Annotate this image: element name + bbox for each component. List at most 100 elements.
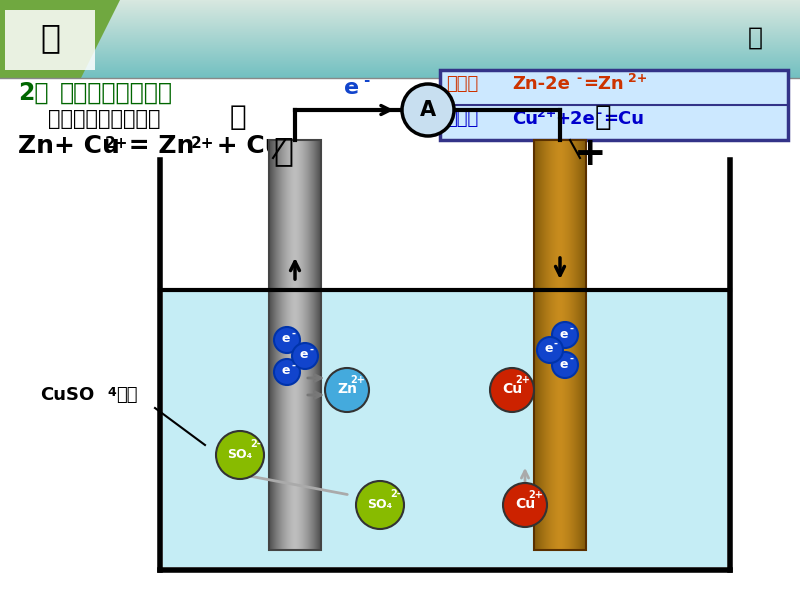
Bar [0, 74, 800, 75]
Bar [311, 140, 312, 550]
Bar [291, 140, 292, 550]
Bar [0, 69, 800, 70]
Bar [572, 140, 573, 550]
Bar [536, 140, 537, 550]
Bar [308, 140, 309, 550]
Text: Cu: Cu [515, 497, 535, 511]
Bar [0, 6, 800, 7]
Bar [567, 140, 568, 550]
Bar [0, 9, 800, 10]
Bar [545, 140, 546, 550]
Bar [0, 30, 800, 31]
Bar [571, 140, 572, 550]
Bar [283, 140, 284, 550]
Bar [0, 14, 800, 15]
Bar [282, 140, 283, 550]
Circle shape [503, 483, 547, 527]
Bar [0, 59, 800, 60]
Circle shape [552, 322, 578, 348]
Bar [575, 140, 576, 550]
Bar [306, 140, 307, 550]
Text: e: e [300, 349, 308, 361]
Bar [315, 140, 316, 550]
Bar [0, 54, 800, 55]
Bar [535, 140, 536, 550]
Bar [288, 140, 289, 550]
Bar [284, 140, 285, 550]
Bar [0, 21, 800, 22]
Bar [0, 17, 800, 18]
Bar [556, 140, 557, 550]
Text: e: e [344, 78, 359, 98]
Bar [304, 140, 305, 550]
Bar [276, 140, 277, 550]
Bar [541, 140, 542, 550]
Bar [0, 62, 800, 63]
Bar [307, 140, 308, 550]
Bar [303, 140, 304, 550]
Text: 总反应离子方程式：: 总反应离子方程式： [48, 109, 161, 129]
Bar [0, 42, 800, 43]
Bar [0, 63, 800, 64]
Text: -: - [309, 345, 313, 355]
Bar [440, 70, 788, 140]
Bar [0, 78, 800, 79]
Bar [313, 140, 314, 550]
Bar [272, 140, 273, 550]
Bar [0, 35, 800, 36]
Text: A: A [420, 100, 436, 120]
Bar [0, 46, 800, 47]
Bar [0, 3, 800, 4]
Text: -: - [569, 324, 573, 334]
Bar [574, 140, 575, 550]
Bar [0, 33, 800, 34]
Text: Zn-2e: Zn-2e [512, 75, 570, 93]
Bar [298, 140, 299, 550]
Bar [570, 140, 571, 550]
Bar [0, 52, 800, 53]
Bar [269, 140, 321, 550]
Bar [0, 43, 800, 44]
Bar [289, 140, 290, 550]
Text: 正极：: 正极： [446, 110, 478, 128]
Bar [0, 37, 800, 38]
Bar [0, 65, 800, 66]
Bar [0, 79, 800, 80]
Text: 2-: 2- [390, 489, 401, 499]
Bar [0, 58, 800, 59]
Bar [293, 140, 294, 550]
Bar [540, 140, 541, 550]
Bar [0, 45, 800, 46]
Bar [0, 12, 800, 13]
Bar [0, 77, 800, 78]
Text: +2e: +2e [555, 110, 594, 128]
Text: 原电池的工作原理: 原电池的工作原理 [60, 81, 173, 105]
Circle shape [274, 359, 300, 385]
Text: Zn: Zn [337, 382, 357, 396]
Bar [0, 40, 800, 41]
Text: e: e [560, 358, 568, 370]
Bar [542, 140, 543, 550]
Bar [297, 140, 298, 550]
Bar [309, 140, 310, 550]
Bar [290, 140, 291, 550]
Bar [0, 19, 800, 20]
Bar [0, 44, 800, 45]
Bar [318, 140, 319, 550]
Bar [576, 140, 577, 550]
Bar [560, 140, 561, 550]
Bar [0, 18, 800, 19]
Bar [0, 76, 800, 77]
Bar [271, 140, 272, 550]
Text: =Zn: =Zn [583, 75, 624, 93]
Bar [0, 51, 800, 52]
Bar [277, 140, 278, 550]
Bar [0, 7, 800, 8]
Bar [0, 2, 800, 3]
Bar [0, 70, 800, 71]
Text: -: - [576, 72, 581, 85]
Bar [0, 23, 800, 24]
Bar [0, 1, 800, 2]
Text: e: e [282, 364, 290, 377]
Text: SO₄: SO₄ [227, 448, 253, 461]
